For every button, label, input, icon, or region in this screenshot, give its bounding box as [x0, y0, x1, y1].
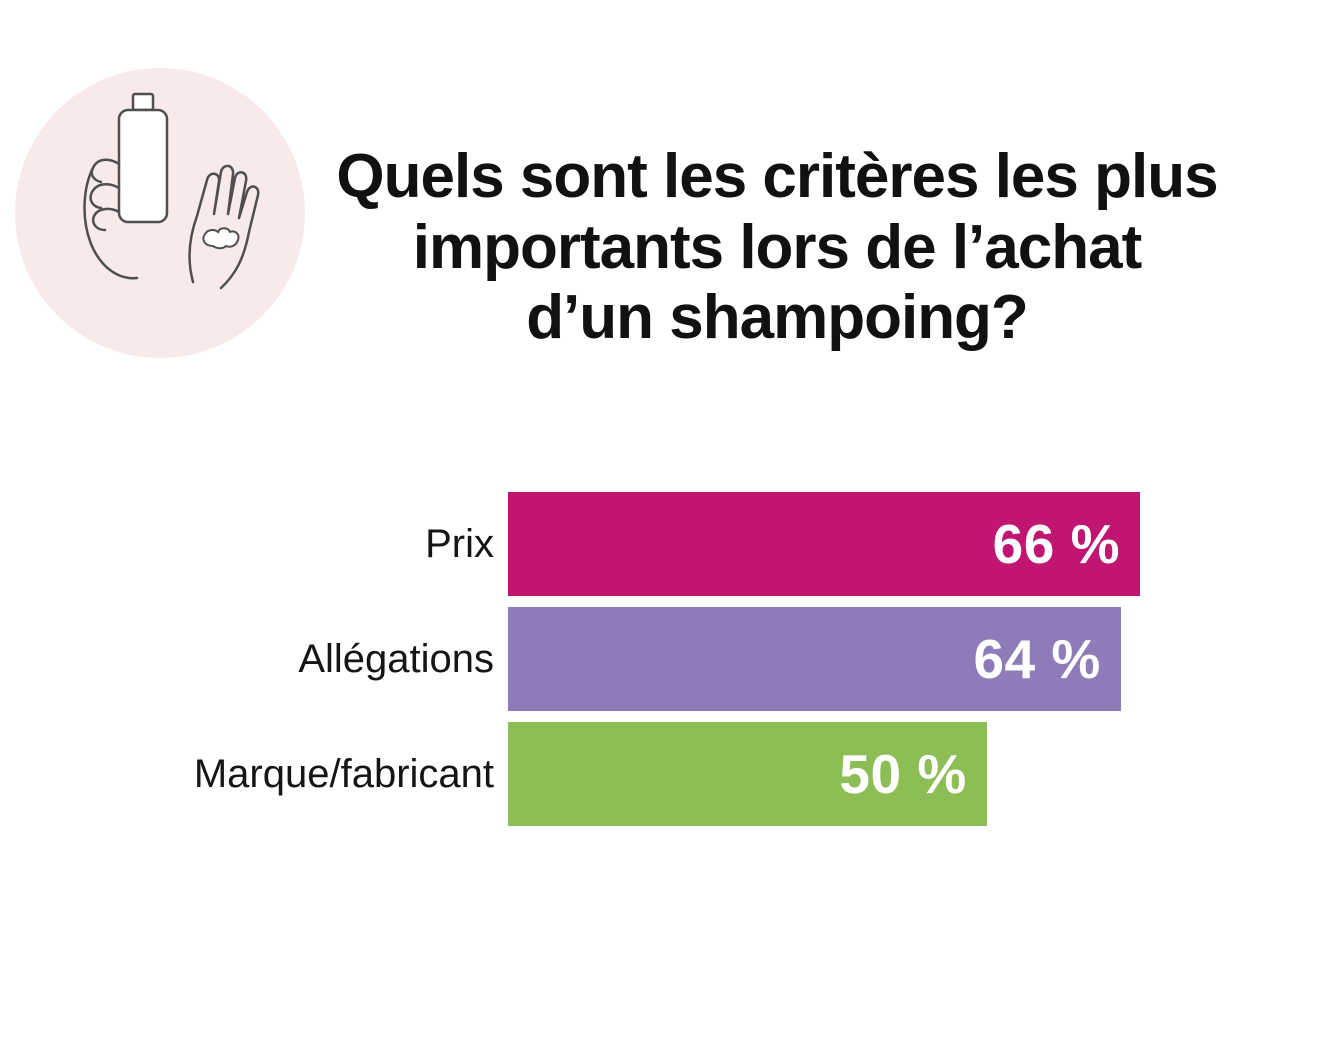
- chart-title-line-2: importants lors de l’achat: [412, 212, 1143, 282]
- chart-title-line-1: Quels sont les critères les plus: [336, 142, 1218, 211]
- bar-track: 64 %: [508, 607, 1140, 711]
- bar-value-label: 66 %: [992, 513, 1120, 575]
- bar-category-label: Allégations: [298, 636, 494, 681]
- bar: 64 %: [508, 607, 1121, 711]
- bar-row: Allégations 64 %: [0, 607, 1140, 711]
- bar: 50 %: [508, 722, 987, 826]
- bar-track: 50 %: [508, 722, 1140, 826]
- bar-category-label: Marque/fabricant: [193, 751, 494, 796]
- bar-value-label: 64 %: [973, 628, 1101, 690]
- bar-row: Prix 66 %: [0, 492, 1140, 596]
- bar: 66 %: [508, 492, 1140, 596]
- bar-category-label: Prix: [425, 521, 494, 566]
- bar-value-label: 50 %: [839, 743, 967, 805]
- shampoo-hands-illustration: [15, 68, 305, 358]
- bar-track: 66 %: [508, 492, 1140, 596]
- shampoo-hands-icon: [15, 68, 305, 358]
- chart-title: Quels sont les critères les plus importa…: [230, 142, 1324, 354]
- bar-row: Marque/fabricant 50 %: [0, 722, 1140, 826]
- chart-title-line-3: d’un shampoing?: [526, 283, 1029, 353]
- bar-chart: Prix 66 % Allégations 64 % Marque/fabricant 5…: [0, 492, 1140, 837]
